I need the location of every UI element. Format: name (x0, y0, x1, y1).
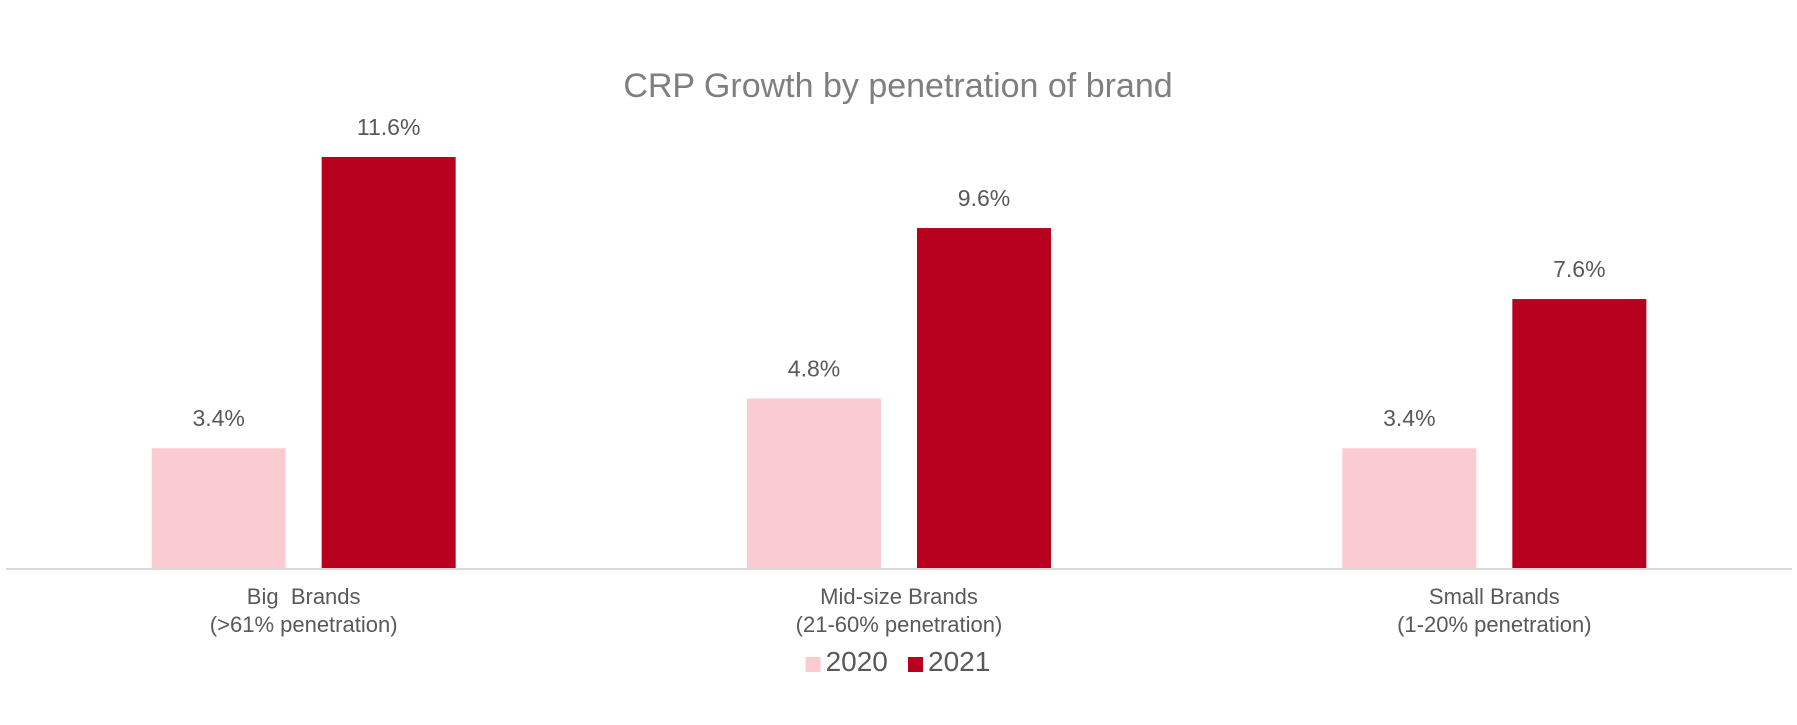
bar-2021-0 (321, 157, 456, 569)
legend: 2020 2021 (805, 646, 990, 677)
bar-2020-0 (151, 448, 286, 569)
data-label-2020-0: 3.4% (192, 405, 244, 431)
category-label-0-line-0: Big Brands (247, 584, 361, 609)
data-label-2021-0: 11.6% (357, 114, 421, 140)
bars-layer (151, 157, 1647, 569)
data-label-2020-1: 4.8% (788, 356, 840, 382)
category-labels-layer: Big Brands (>61% penetration) Mid-size Bra… (210, 584, 1592, 637)
category-label-1-line-0: Mid-size Brands (820, 584, 978, 609)
data-label-2021-2: 7.6% (1553, 256, 1605, 282)
category-label-1-line-1: (21-60% penetration) (796, 612, 1003, 637)
bar-2021-2 (1512, 299, 1647, 569)
chart-title: CRP Growth by penetration of brand (623, 67, 1172, 105)
data-label-2021-1: 9.6% (958, 185, 1010, 211)
bar-2020-2 (1342, 448, 1477, 569)
category-label-0-line-1: (>61% penetration) (210, 612, 398, 637)
legend-swatch-2020 (805, 657, 821, 672)
category-label-2-line-0: Small Brands (1429, 584, 1560, 609)
legend-label-2021: 2021 (928, 646, 990, 677)
data-label-2020-2: 3.4% (1383, 405, 1435, 431)
category-label-2-line-1: (1-20% penetration) (1397, 612, 1591, 637)
legend-label-2020: 2020 (826, 646, 888, 677)
data-labels-layer: 3.4% 11.6% 4.8% 9.6% 3.4% 7.6% (192, 114, 1605, 431)
bar-2020-1 (747, 398, 881, 569)
bar-2021-1 (917, 228, 1051, 569)
legend-swatch-2021 (908, 657, 923, 672)
